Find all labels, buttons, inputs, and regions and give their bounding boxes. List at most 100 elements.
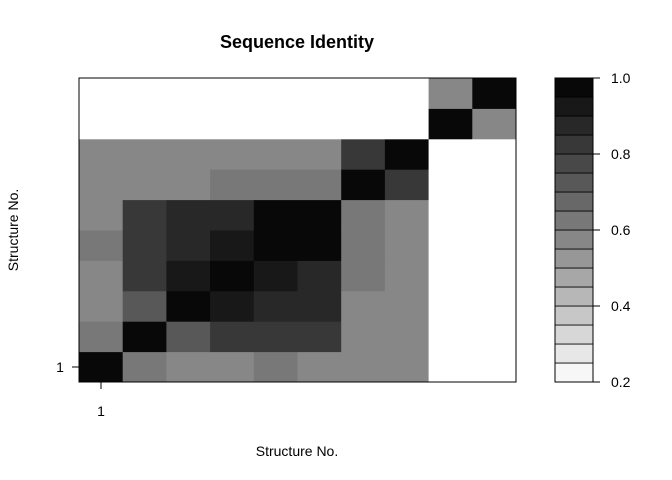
heatmap-cell — [297, 138, 342, 170]
heatmap-cell — [297, 199, 342, 231]
heatmap-cell — [79, 230, 124, 261]
colorbar-tick-label: 0.4 — [611, 298, 631, 314]
heatmap-cell — [122, 108, 167, 140]
colorbar — [554, 77, 594, 383]
y-tick-label: 1 — [56, 359, 64, 375]
heatmap-cell — [253, 321, 298, 353]
heatmap-cell — [384, 260, 430, 292]
heatmap-cell — [210, 230, 255, 261]
heatmap-cell — [253, 351, 298, 383]
colorbar-step — [554, 324, 594, 345]
colorbar-ticks: 0.2 0.4 0.6 0.8 1.0 — [593, 70, 631, 390]
heatmap-cell — [166, 169, 211, 201]
heatmap-cell — [341, 351, 386, 383]
heatmap-cell — [472, 199, 517, 231]
heatmap-cell — [472, 260, 517, 292]
heatmap-cell — [297, 351, 342, 383]
heatmap-cell — [210, 78, 255, 109]
colorbar-step — [554, 191, 594, 212]
colorbar-step — [554, 172, 594, 193]
heatmap-cell — [384, 138, 430, 170]
colorbar-step — [554, 210, 594, 231]
x-axis-label: Structure No. — [256, 443, 338, 459]
heatmap-cell — [428, 169, 473, 201]
heatmap-cell — [210, 199, 255, 231]
heatmap-cell — [79, 290, 124, 322]
heatmap-cell — [428, 321, 473, 353]
heatmap-cell — [122, 199, 167, 231]
heatmap-cell — [253, 199, 298, 231]
heatmap-cell — [253, 230, 298, 261]
colorbar-step — [554, 286, 594, 307]
heatmap-cell — [79, 199, 124, 231]
heatmap-cell — [341, 199, 386, 231]
heatmap-cell — [253, 169, 298, 201]
heatmap-cell — [428, 108, 473, 140]
heatmap-cell — [428, 290, 473, 322]
heatmap-cell — [297, 169, 342, 201]
heatmap-cell — [341, 108, 386, 140]
heatmap-cell — [122, 169, 167, 201]
colorbar-step — [554, 267, 594, 288]
heatmap-cell — [79, 351, 124, 383]
heatmap-cell — [253, 260, 298, 292]
heatmap-cell — [341, 138, 386, 170]
heatmap-cell — [210, 290, 255, 322]
heatmap-cell — [472, 169, 517, 201]
heatmap-cell — [166, 230, 211, 261]
chart-title: Sequence Identity — [220, 32, 374, 52]
colorbar-tick-label: 0.6 — [611, 222, 631, 238]
heatmap-cell — [428, 351, 473, 383]
colorbar-step — [554, 153, 594, 174]
heatmap-cell — [79, 169, 124, 201]
heatmap-cell — [297, 108, 342, 140]
heatmap-cell — [79, 138, 124, 170]
heatmap-cell — [472, 290, 517, 322]
heatmap-cell — [210, 169, 255, 201]
heatmap-cell — [341, 260, 386, 292]
heatmap-cell — [210, 351, 255, 383]
heatmap-cell — [297, 260, 342, 292]
heatmap-cell — [384, 108, 430, 140]
colorbar-step — [554, 305, 594, 326]
heatmap-cell — [122, 321, 167, 353]
heatmap-cell — [79, 108, 124, 140]
heatmap-cell — [297, 290, 342, 322]
colorbar-step — [554, 248, 594, 269]
heatmap-cell — [341, 290, 386, 322]
heatmap-cell — [166, 290, 211, 322]
heatmap-cell — [428, 230, 473, 261]
colorbar-tick-label: 0.2 — [611, 374, 631, 390]
colorbar-tick-label: 0.8 — [611, 146, 631, 162]
heatmap-cell — [79, 321, 124, 353]
heatmap-cell — [472, 78, 517, 109]
colorbar-step — [554, 115, 594, 136]
heatmap-cell — [166, 138, 211, 170]
heatmap-cell — [428, 260, 473, 292]
heatmap-cell — [122, 230, 167, 261]
heatmap-cell — [210, 108, 255, 140]
heatmap-cell — [384, 321, 430, 353]
heatmap-cells — [79, 78, 517, 383]
heatmap-cell — [253, 138, 298, 170]
heatmap-cell — [297, 321, 342, 353]
heatmap-cell — [79, 260, 124, 292]
heatmap-cell — [166, 260, 211, 292]
heatmap-cell — [253, 108, 298, 140]
plot-border — [78, 77, 517, 383]
heatmap-cell — [122, 138, 167, 170]
heatmap-cell — [384, 78, 430, 109]
colorbar-step — [554, 229, 594, 250]
colorbar-step — [554, 77, 594, 98]
heatmap-cell — [428, 199, 473, 231]
heatmap-cell — [472, 321, 517, 353]
heatmap-cell — [166, 321, 211, 353]
heatmap-cell — [210, 260, 255, 292]
heatmap-cell — [122, 351, 167, 383]
heatmap-cell — [341, 169, 386, 201]
heatmap-cell — [253, 78, 298, 109]
heatmap-cell — [384, 290, 430, 322]
heatmap-cell — [341, 321, 386, 353]
heatmap-cell — [384, 351, 430, 383]
